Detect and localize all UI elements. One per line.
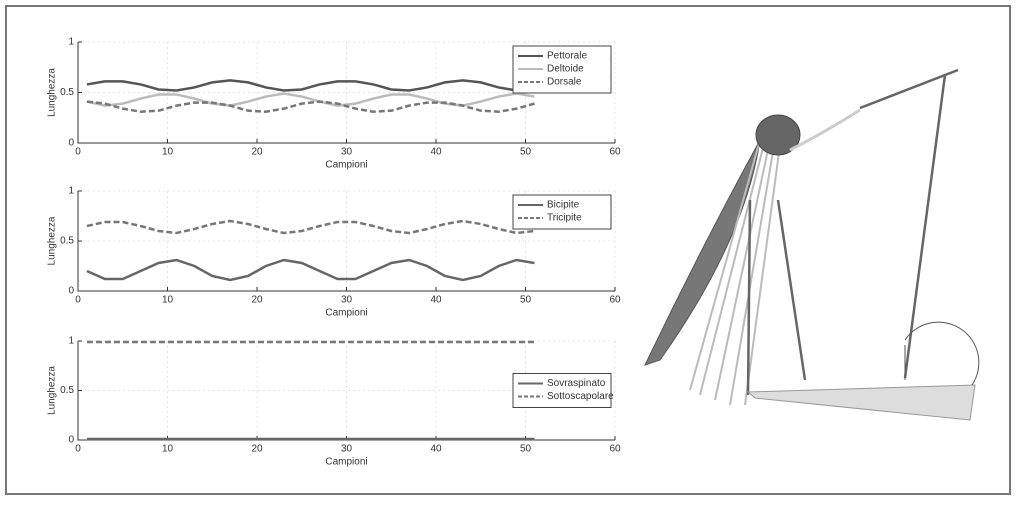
- y-axis-label: Lunghezza: [47, 366, 58, 415]
- y-tick-label: 0: [68, 435, 74, 446]
- x-tick-label: 0: [75, 295, 81, 306]
- y-tick-label: 0.5: [60, 385, 74, 396]
- y-axis-label: Lunghezza: [47, 216, 58, 265]
- x-tick-label: 20: [251, 444, 263, 455]
- x-tick-label: 0: [75, 444, 81, 455]
- y-tick-label: 0.5: [60, 87, 74, 98]
- x-tick-label: 50: [520, 444, 532, 455]
- x-tick-label: 0: [75, 147, 81, 158]
- legend: Bicipite Tricipite: [513, 195, 611, 229]
- legend-label: Deltoide: [547, 64, 584, 75]
- x-tick-label: 60: [609, 147, 621, 158]
- x-tick-label: 60: [609, 295, 621, 306]
- legend-label: Pettorale: [547, 51, 587, 62]
- x-tick-label: 60: [609, 444, 621, 455]
- legend-label: Dorsale: [547, 77, 582, 88]
- x-tick-label: 30: [341, 295, 353, 306]
- x-tick-label: 30: [341, 444, 353, 455]
- y-tick-label: 0: [68, 138, 74, 149]
- x-tick-label: 20: [251, 295, 263, 306]
- legend: Sovraspinato Sottoscapolare: [513, 374, 614, 408]
- y-tick-label: 1: [68, 186, 74, 197]
- x-tick-label: 10: [162, 295, 174, 306]
- x-axis-label: Campioni: [325, 160, 367, 171]
- x-tick-label: 40: [430, 444, 442, 455]
- legend-label: Sovraspinato: [547, 378, 606, 389]
- legend: Pettorale Deltoide Dorsale: [513, 46, 611, 93]
- x-tick-label: 20: [251, 147, 263, 158]
- legend-label: Sottoscapolare: [547, 391, 614, 402]
- y-axis-label: Lunghezza: [47, 68, 58, 117]
- y-tick-label: 0: [68, 286, 74, 297]
- x-tick-label: 10: [162, 147, 174, 158]
- x-tick-label: 50: [520, 147, 532, 158]
- y-tick-label: 0.5: [60, 236, 74, 247]
- page: 010203040506000.51CampioniLunghezzaPetto…: [0, 0, 1018, 505]
- x-tick-label: 30: [341, 147, 353, 158]
- y-tick-label: 1: [68, 37, 74, 48]
- x-tick-label: 40: [430, 147, 442, 158]
- figure: 010203040506000.51CampioniLunghezzaPetto…: [0, 0, 1018, 500]
- x-axis-label: Campioni: [325, 308, 367, 319]
- y-tick-label: 1: [68, 336, 74, 347]
- legend-label: Tricipite: [547, 213, 582, 224]
- x-tick-label: 40: [430, 295, 442, 306]
- x-tick-label: 10: [162, 444, 174, 455]
- legend-label: Bicipite: [547, 200, 580, 211]
- x-axis-label: Campioni: [325, 457, 367, 468]
- x-tick-label: 50: [520, 295, 532, 306]
